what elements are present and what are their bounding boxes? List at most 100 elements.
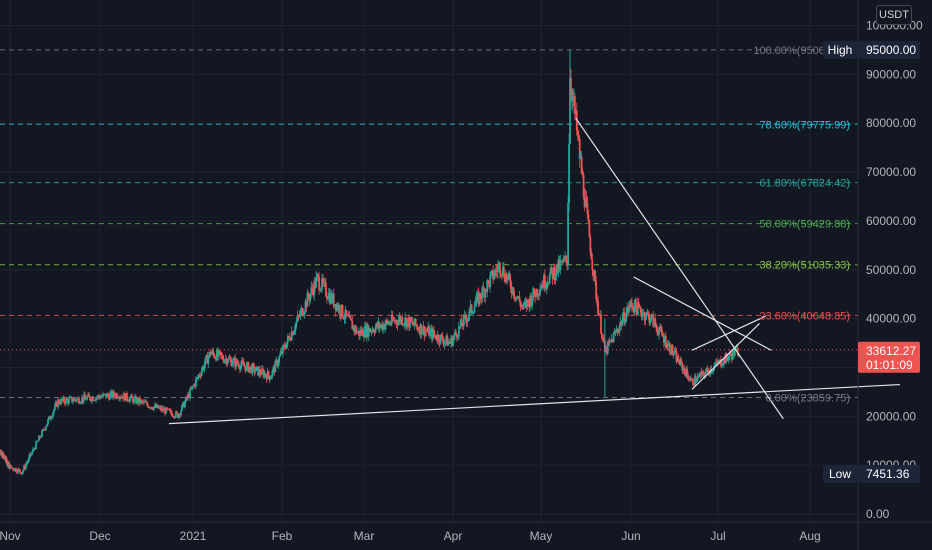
candle-body bbox=[537, 294, 539, 296]
candle-body bbox=[705, 368, 708, 373]
candle-body bbox=[645, 312, 648, 318]
candle-body bbox=[412, 324, 415, 326]
candle-body bbox=[360, 330, 362, 335]
candle-body bbox=[310, 287, 313, 294]
x-tick-label: Dec bbox=[89, 529, 110, 543]
candle-body bbox=[573, 96, 575, 98]
candle-body bbox=[224, 358, 227, 361]
candle-body bbox=[102, 393, 104, 397]
candle-body bbox=[655, 324, 658, 327]
candle-body bbox=[433, 334, 436, 336]
trendline-descending-resistance-2[interactable] bbox=[633, 276, 772, 351]
candle-body bbox=[467, 315, 470, 319]
candle-body bbox=[536, 289, 538, 296]
candle-body bbox=[680, 359, 683, 363]
candle-body bbox=[612, 333, 615, 343]
high-tag-label-box bbox=[823, 40, 857, 59]
candle-body bbox=[430, 328, 432, 331]
candle-body bbox=[70, 396, 72, 398]
time-axis[interactable]: Nov Dec 2021 Feb Mar Apr May Jun Jul Aug bbox=[0, 529, 821, 543]
candle-body bbox=[583, 196, 586, 208]
trendline-wedge-upper[interactable] bbox=[691, 315, 766, 351]
candle-body bbox=[442, 340, 445, 345]
low-tag-label-box bbox=[823, 464, 857, 483]
candle-body bbox=[677, 356, 680, 363]
candle-body bbox=[428, 326, 430, 337]
candle-body bbox=[561, 261, 564, 263]
candle-body bbox=[441, 335, 444, 341]
candle-body bbox=[388, 322, 391, 325]
candle-body bbox=[674, 350, 677, 352]
candle-body bbox=[92, 397, 94, 401]
candle-body bbox=[485, 289, 488, 292]
candle-body bbox=[49, 416, 51, 420]
currency-selector[interactable]: USDT bbox=[876, 5, 912, 25]
candle-body bbox=[546, 282, 549, 284]
candle-body bbox=[736, 347, 739, 356]
candle-body bbox=[189, 388, 191, 398]
candle-body bbox=[131, 395, 133, 398]
candle-body bbox=[611, 338, 614, 343]
candle-body bbox=[365, 324, 368, 337]
candle-body bbox=[410, 321, 413, 323]
candle-body bbox=[613, 331, 616, 334]
candle-body bbox=[533, 288, 536, 295]
candle-body bbox=[91, 397, 93, 402]
candle-body bbox=[504, 274, 507, 282]
candle-body bbox=[616, 329, 619, 332]
candle-body bbox=[549, 267, 552, 275]
candle-body bbox=[542, 284, 544, 288]
candle-body bbox=[667, 343, 670, 344]
candle-body bbox=[330, 293, 333, 303]
candle-body bbox=[515, 296, 518, 300]
trendlines[interactable] bbox=[168, 117, 901, 425]
candle-body bbox=[51, 416, 53, 418]
candle-body bbox=[22, 470, 24, 474]
candle-body bbox=[206, 355, 209, 364]
candle-body bbox=[155, 404, 157, 408]
candle-body bbox=[263, 373, 266, 378]
y-tick-label: 20000.00 bbox=[866, 409, 916, 423]
candle-body bbox=[299, 310, 302, 317]
candle-body bbox=[272, 367, 275, 371]
candle-body bbox=[198, 374, 201, 376]
candle-body bbox=[61, 398, 63, 401]
candle-body bbox=[566, 260, 569, 266]
candle-body bbox=[274, 361, 277, 373]
candle-body bbox=[47, 419, 49, 425]
candle-body bbox=[633, 308, 635, 313]
candle-body bbox=[620, 321, 623, 326]
candle-body bbox=[148, 407, 150, 408]
candle-body bbox=[421, 332, 424, 335]
candle-body bbox=[371, 329, 374, 332]
candle-body bbox=[60, 398, 62, 405]
fib-level-label: 0.00%(23859.75) bbox=[766, 392, 850, 404]
candle-body bbox=[562, 258, 565, 263]
candle-body bbox=[458, 326, 461, 328]
candle-body bbox=[191, 386, 193, 390]
candle-body bbox=[534, 294, 537, 298]
candle-body bbox=[631, 302, 633, 308]
candle-body bbox=[229, 358, 232, 360]
candle-body bbox=[452, 338, 454, 346]
candle-body bbox=[85, 397, 87, 400]
candle-body bbox=[439, 334, 442, 344]
candle-body bbox=[588, 221, 591, 237]
candle-body bbox=[379, 325, 382, 328]
candle-body bbox=[326, 295, 328, 299]
candle-body bbox=[115, 393, 117, 398]
candle-body bbox=[153, 406, 155, 410]
candle-body bbox=[471, 312, 474, 314]
fib-level-label: 78.60%(79775.99) bbox=[759, 119, 850, 131]
trendline-descending-resistance-1[interactable] bbox=[575, 117, 784, 420]
candle-body bbox=[456, 336, 459, 338]
candle-body bbox=[649, 320, 652, 324]
candle-body bbox=[15, 468, 17, 472]
candle-body bbox=[535, 289, 538, 298]
candle-body bbox=[510, 288, 513, 294]
candle-body bbox=[268, 375, 271, 380]
trendline-wedge-lower[interactable] bbox=[691, 323, 760, 390]
trendline-support[interactable] bbox=[168, 383, 901, 425]
candle-body bbox=[519, 301, 522, 307]
